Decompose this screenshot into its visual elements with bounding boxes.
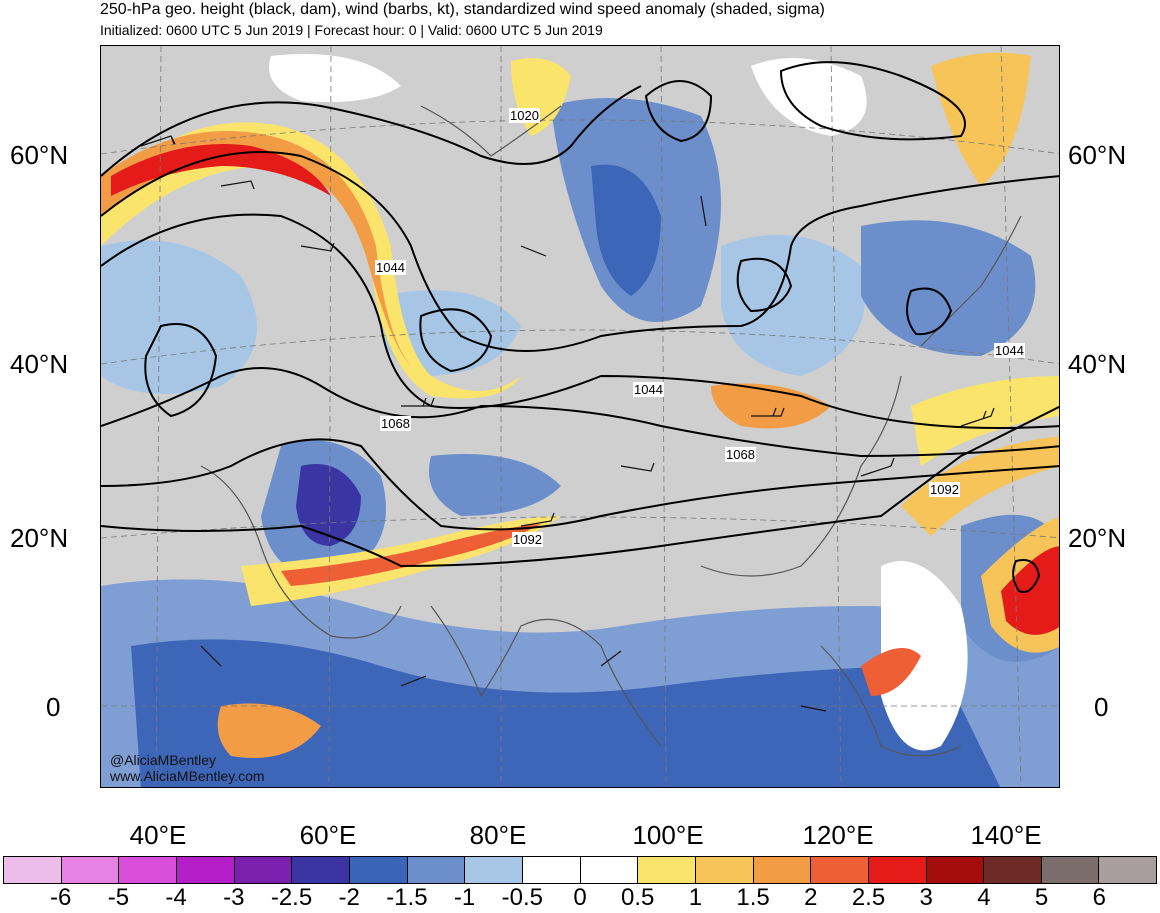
colorbar-swatch <box>407 857 466 883</box>
colorbar-label: -0.5 <box>501 884 543 911</box>
lon-label: 40°E <box>129 820 187 850</box>
lon-label: 120°E <box>802 820 874 850</box>
positive-anomaly-areas <box>101 52 1059 758</box>
contour-label: 1044 <box>375 260 406 275</box>
colorbar-swatch <box>984 857 1042 883</box>
colorbar <box>3 856 1157 884</box>
colorbar-label: 2.5 <box>851 884 886 911</box>
colorbar-label: 4 <box>977 884 991 911</box>
weather-map: 1020 1044 1068 1044 1068 1044 1092 1068 … <box>100 45 1060 788</box>
lat-label-right: 60°N <box>1068 140 1127 170</box>
colorbar-label: -3 <box>223 884 245 911</box>
colorbar-swatch <box>811 857 869 883</box>
colorbar-label: 0 <box>573 884 587 911</box>
lon-label: 60°E <box>299 820 357 850</box>
neutral-areas <box>269 54 968 751</box>
contour-label: 1020 <box>509 108 540 123</box>
colorbar-label: -1.5 <box>386 884 428 911</box>
contour-label: 1068 <box>725 447 756 462</box>
colorbar-swatch <box>234 857 293 883</box>
colorbar-label: 0.5 <box>621 884 655 911</box>
colorbar-swatch <box>868 857 927 883</box>
colorbar-swatch <box>522 857 581 883</box>
contour-label: 1044 <box>633 382 664 397</box>
colorbar-swatch <box>349 857 408 883</box>
map-subtitle: Initialized: 0600 UTC 5 Jun 2019 | Forec… <box>100 22 603 38</box>
colorbar-swatch <box>638 857 696 883</box>
lat-label-right: 40°N <box>1068 349 1127 379</box>
colorbar-swatch <box>465 857 523 883</box>
negative-anomaly-areas <box>101 98 1059 787</box>
contour-label: 1092 <box>512 532 543 547</box>
colorbar-label: 6 <box>1092 884 1106 911</box>
lon-label: 80°E <box>469 820 527 850</box>
watermark-url: www.AliciaMBentley.com <box>110 768 265 784</box>
colorbar-swatch <box>580 857 639 883</box>
colorbar-swatch <box>61 857 120 883</box>
watermark-handle: @AliciaMBentley <box>110 752 217 768</box>
lat-label-left: 60°N <box>10 140 69 170</box>
lon-label: 140°E <box>970 820 1042 850</box>
colorbar-label: -4 <box>165 884 187 911</box>
lat-label-left: 20°N <box>10 523 69 553</box>
colorbar-swatch <box>753 857 812 883</box>
colorbar-label: -5 <box>107 884 130 911</box>
colorbar-label: -1 <box>453 884 476 911</box>
colorbar-swatch <box>1041 857 1100 883</box>
colorbar-label: 2 <box>804 884 818 911</box>
colorbar-label: 1.5 <box>736 884 770 911</box>
map-title: 250-hPa geo. height (black, dam), wind (… <box>100 1 825 18</box>
colorbar-swatch <box>1099 857 1157 883</box>
colorbar-label: 5 <box>1034 884 1049 911</box>
colorbar-label: 3 <box>919 884 933 911</box>
wind-barbs <box>140 135 995 712</box>
colorbar-swatch <box>4 857 62 883</box>
map-canvas <box>101 46 1059 787</box>
colorbar-swatch <box>292 857 350 883</box>
lat-label-left: 0 <box>46 692 61 722</box>
coastlines <box>200 105 1022 757</box>
height-contours <box>101 61 1059 593</box>
contour-label: 1044 <box>994 343 1025 358</box>
lon-label: 100°E <box>632 820 704 850</box>
contour-label: 1068 <box>380 416 411 431</box>
contour-label: 1092 <box>929 482 960 497</box>
colorbar-swatch <box>926 857 985 883</box>
lat-label-right: 20°N <box>1068 523 1127 553</box>
colorbar-swatch <box>695 857 754 883</box>
colorbar-swatch <box>176 857 235 883</box>
colorbar-swatch <box>119 857 177 883</box>
colorbar-label: -6 <box>50 884 72 911</box>
lat-label-right: 0 <box>1094 692 1109 722</box>
lat-label-left: 40°N <box>10 349 69 379</box>
colorbar-label: 1 <box>688 884 703 911</box>
colorbar-label: -2.5 <box>270 884 313 911</box>
colorbar-label: -2 <box>338 884 360 911</box>
